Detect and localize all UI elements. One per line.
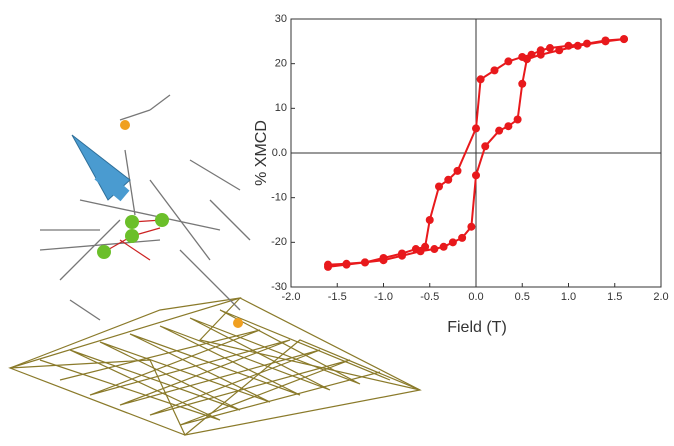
y-tick-label: -10 <box>271 192 287 204</box>
y-tick-label: 20 <box>275 58 287 70</box>
data-point <box>380 256 388 264</box>
data-point <box>398 252 406 260</box>
data-point <box>430 245 438 253</box>
data-point <box>417 247 425 255</box>
data-point <box>454 167 462 175</box>
x-tick-label: 1.5 <box>607 291 622 303</box>
data-point <box>477 75 485 83</box>
data-point <box>620 35 628 43</box>
data-point <box>555 46 563 54</box>
data-point <box>472 171 480 179</box>
data-point <box>361 258 369 266</box>
data-point <box>491 66 499 74</box>
data-point <box>444 176 452 184</box>
x-axis-title: Field (T) <box>447 319 507 336</box>
y-axis-title: % XMCD <box>253 120 270 186</box>
data-point <box>495 127 503 135</box>
x-tick-label: 0.0 <box>468 291 483 303</box>
data-point <box>472 124 480 132</box>
data-point <box>504 122 512 130</box>
data-point <box>518 80 526 88</box>
data-point <box>467 223 475 231</box>
y-tick-label: 10 <box>275 102 287 114</box>
data-point <box>602 37 610 45</box>
y-tick-label: -30 <box>271 281 287 293</box>
data-point <box>458 234 466 242</box>
data-point <box>435 183 443 191</box>
data-point <box>481 142 489 150</box>
data-point <box>546 44 554 52</box>
data-point <box>514 116 522 124</box>
data-point <box>324 261 332 269</box>
data-point <box>504 57 512 65</box>
y-tick-label: 30 <box>275 13 287 25</box>
x-tick-label: 0.5 <box>515 291 530 303</box>
y-tick-label: -20 <box>271 236 287 248</box>
x-tick-label: -0.5 <box>420 291 439 303</box>
figure: -2.0-1.5-1.0-0.50.00.51.01.52.0-30-20-10… <box>0 0 674 441</box>
data-point <box>537 51 545 59</box>
x-tick-label: 1.0 <box>561 291 576 303</box>
data-point <box>565 42 573 50</box>
x-tick-label: -1.0 <box>374 291 393 303</box>
x-tick-label: -1.5 <box>328 291 347 303</box>
data-point <box>449 238 457 246</box>
data-point <box>574 42 582 50</box>
data-point <box>426 216 434 224</box>
molecule-illustration <box>10 95 420 435</box>
x-tick-label: 2.0 <box>653 291 668 303</box>
data-point <box>523 55 531 63</box>
data-point <box>343 260 351 268</box>
data-point <box>440 243 448 251</box>
y-tick-label: 0.0 <box>272 147 287 159</box>
data-point <box>583 40 591 48</box>
